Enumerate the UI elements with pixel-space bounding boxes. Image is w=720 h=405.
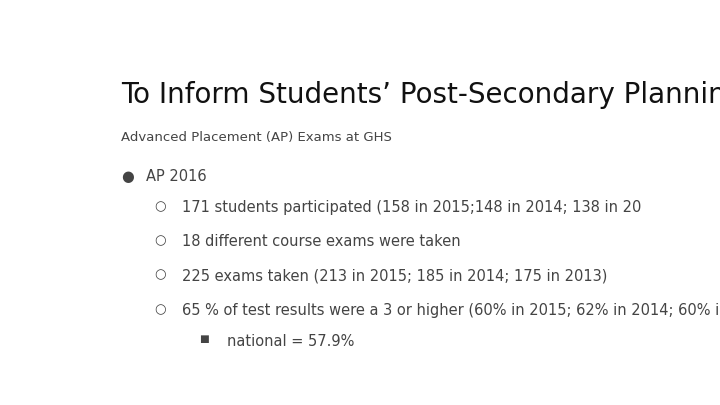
Text: ○: ○ [154,269,166,281]
Text: Advanced Placement (AP) Exams at GHS: Advanced Placement (AP) Exams at GHS [121,131,392,144]
Text: ○: ○ [154,234,166,247]
Text: To Inform Students’ Post-Secondary Planning: To Inform Students’ Post-Secondary Plann… [121,81,720,109]
Text: ●: ● [121,168,133,183]
Text: AP 2016: AP 2016 [145,168,207,183]
Text: 65 % of test results were a 3 or higher (60% in 2015; 62% in 2014; 60% in 2013): 65 % of test results were a 3 or higher … [182,303,720,318]
Text: ○: ○ [154,303,166,316]
Text: 225 exams taken (213 in 2015; 185 in 2014; 175 in 2013): 225 exams taken (213 in 2015; 185 in 201… [182,269,608,283]
Text: ○: ○ [154,200,166,213]
Text: 18 different course exams were taken: 18 different course exams were taken [182,234,461,249]
Text: ■: ■ [199,334,209,344]
Text: national = 57.9%: national = 57.9% [227,334,354,349]
Text: 171 students participated (158 in 2015;148 in 2014; 138 in 20: 171 students participated (158 in 2015;1… [182,200,642,215]
